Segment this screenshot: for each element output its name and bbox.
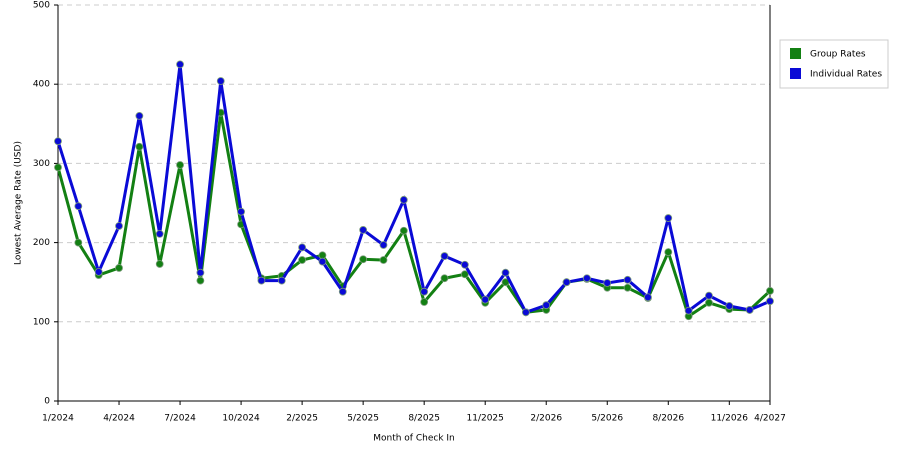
data-point [420,298,429,306]
data-point [176,161,184,169]
data-point [542,301,551,310]
data-point [135,111,144,120]
data-point [623,283,632,292]
data-point [216,77,225,85]
data-point [196,268,205,277]
data-point [257,276,266,285]
legend-label: Individual Rates [810,70,882,80]
y-tick-label: 0 [44,397,50,407]
x-tick-label: 4/2027 [754,414,786,424]
data-point [359,226,368,234]
data-point [155,260,164,268]
y-tick-label: 300 [33,159,50,169]
data-point [298,256,307,264]
x-tick-label: 2/2025 [286,414,318,424]
legend-box [779,39,889,89]
data-point [359,255,368,264]
data-point [521,308,530,317]
data-point [115,222,123,230]
data-point [725,302,734,310]
x-tick-label: 4/2024 [103,414,135,424]
data-point [664,248,673,257]
data-point [745,306,754,314]
data-point [115,264,123,272]
data-point [155,229,164,238]
data-point [54,137,62,146]
data-point [644,293,652,302]
data-point [766,297,774,306]
data-point [420,287,429,296]
x-tick-label: 5/2025 [347,414,379,424]
data-point [603,279,612,287]
x-tick-label: 2/2026 [530,414,562,424]
x-axis-title: Month of Check In [373,434,455,444]
y-tick-label: 100 [33,317,50,327]
data-point [460,260,469,269]
data-point [277,276,286,285]
series-line [56,64,771,315]
data-point [705,298,713,307]
data-point [379,256,388,264]
data-point [74,238,83,247]
data-point [399,226,408,235]
data-point [460,270,469,279]
data-point [54,163,62,172]
series-line [56,112,772,319]
data-point [338,287,347,296]
legend-swatch [790,48,801,59]
x-tick-label: 11/2026 [711,414,749,424]
data-point [705,291,713,300]
data-point [440,252,449,260]
data-point [176,60,184,69]
legend-swatch [790,68,801,79]
x-tick-label: 8/2026 [652,414,684,424]
data-point [481,295,490,304]
data-point [196,276,205,285]
data-point [684,306,693,315]
x-tick-label: 1/2024 [42,414,74,424]
data-point [583,274,591,283]
y-tick-label: 500 [33,1,50,11]
data-point [318,257,327,266]
data-point [237,207,245,216]
y-tick-label: 400 [33,80,50,90]
data-point [94,268,103,276]
data-point [379,241,388,249]
data-point [440,274,449,283]
data-point [135,142,144,151]
data-point [501,268,510,277]
data-point [623,275,632,284]
data-point [766,287,774,295]
x-tick-label: 10/2024 [222,414,260,424]
x-tick-label: 5/2026 [591,414,623,424]
data-point [664,214,673,222]
y-tick-label: 200 [33,238,50,248]
data-point [298,243,307,252]
x-tick-label: 7/2024 [164,414,196,424]
y-axis-title: Lowest Average Rate (USD) [14,141,24,265]
data-point [562,278,571,287]
x-tick-label: 8/2025 [408,414,440,424]
data-point [74,202,83,211]
data-point [399,195,408,204]
legend-label: Group Rates [810,50,866,60]
x-tick-label: 11/2025 [467,414,504,424]
